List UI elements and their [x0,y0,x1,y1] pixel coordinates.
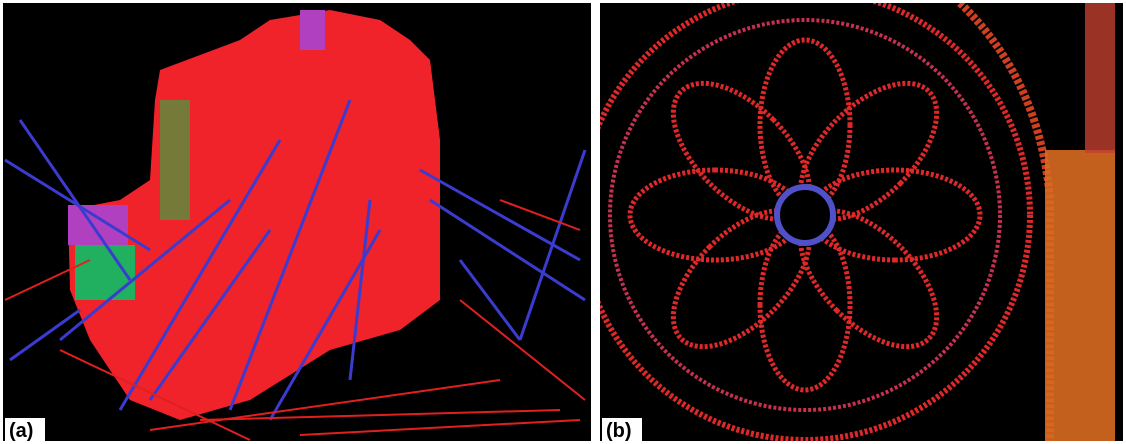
page: (a) (b) (() => { const data = [0,0,1126,444]
window-center [777,187,833,243]
panel-background [600,3,1123,441]
column [1045,150,1115,441]
point-cloud-patch [68,205,128,245]
column [1085,3,1115,153]
figure: (a) (b) [0,0,1126,444]
panel-b: (b) [580,0,1123,442]
point-cloud-patch [300,10,325,50]
panel-label: (b) [606,420,632,442]
point-cloud-patch [160,100,190,220]
panel-label: (a) [9,420,33,442]
panel-a: (a) [3,3,591,442]
